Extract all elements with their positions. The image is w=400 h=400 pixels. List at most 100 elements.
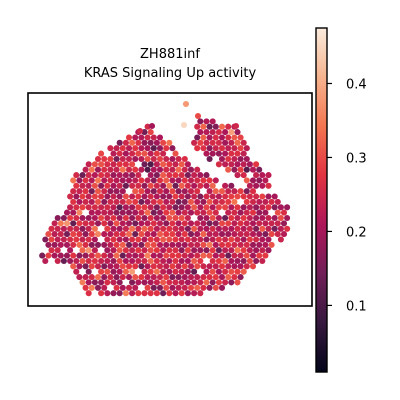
spot bbox=[119, 274, 126, 281]
spot bbox=[237, 241, 244, 248]
spot bbox=[160, 225, 167, 232]
spot bbox=[203, 279, 210, 286]
spot bbox=[178, 204, 185, 211]
spot bbox=[88, 198, 95, 205]
spot bbox=[218, 284, 226, 291]
spot bbox=[184, 204, 191, 211]
spot bbox=[212, 284, 219, 291]
spot bbox=[181, 284, 188, 291]
spot bbox=[125, 177, 133, 184]
spot bbox=[125, 284, 133, 291]
spot bbox=[262, 177, 269, 184]
spot bbox=[166, 225, 173, 232]
spot bbox=[94, 166, 102, 173]
spot bbox=[132, 145, 139, 152]
spot bbox=[206, 177, 213, 184]
spot bbox=[191, 182, 198, 189]
spot bbox=[212, 177, 219, 184]
spot bbox=[274, 220, 281, 227]
spot bbox=[79, 204, 86, 211]
colorbar-tick-label: 0.4 bbox=[346, 77, 367, 92]
spot bbox=[166, 290, 173, 297]
spot bbox=[218, 220, 226, 227]
spot bbox=[79, 225, 86, 232]
spot bbox=[222, 257, 229, 265]
spot bbox=[256, 209, 263, 216]
spot bbox=[70, 188, 77, 195]
spot bbox=[54, 236, 61, 243]
spot bbox=[138, 145, 145, 152]
spot bbox=[129, 279, 136, 286]
spot bbox=[181, 188, 188, 195]
spot bbox=[253, 182, 260, 189]
spot bbox=[234, 161, 241, 168]
spot bbox=[82, 263, 89, 270]
spot bbox=[175, 177, 182, 184]
spot bbox=[135, 290, 142, 297]
spot bbox=[209, 279, 216, 286]
spot bbox=[122, 247, 129, 254]
spot bbox=[160, 268, 167, 275]
spot bbox=[116, 279, 123, 286]
spot bbox=[150, 284, 157, 291]
spot bbox=[256, 241, 263, 248]
spot bbox=[156, 220, 164, 227]
spot bbox=[172, 193, 179, 200]
spot bbox=[73, 257, 80, 265]
spot bbox=[119, 252, 126, 259]
spot bbox=[222, 129, 229, 136]
spot bbox=[243, 145, 250, 152]
spot bbox=[147, 214, 154, 222]
spot bbox=[113, 241, 120, 248]
spot bbox=[203, 268, 210, 275]
spot bbox=[212, 188, 219, 195]
spot bbox=[110, 247, 117, 254]
spot bbox=[132, 220, 139, 227]
spot bbox=[209, 214, 216, 222]
spot bbox=[85, 172, 92, 179]
spot bbox=[113, 166, 120, 173]
spot bbox=[194, 177, 201, 184]
spot bbox=[172, 182, 179, 189]
spot bbox=[237, 145, 244, 152]
spot bbox=[144, 188, 151, 195]
spot bbox=[225, 134, 232, 141]
spot bbox=[101, 209, 108, 216]
spot bbox=[234, 268, 241, 275]
spot bbox=[240, 236, 247, 243]
spot bbox=[160, 193, 167, 200]
spot bbox=[135, 182, 142, 189]
spot bbox=[265, 182, 272, 189]
spot bbox=[187, 198, 195, 205]
spot bbox=[160, 279, 167, 286]
spot bbox=[125, 209, 133, 216]
spot bbox=[268, 241, 275, 248]
spot bbox=[209, 118, 216, 125]
spot bbox=[107, 220, 114, 227]
spot bbox=[194, 241, 201, 248]
spot bbox=[94, 177, 102, 184]
spot bbox=[246, 193, 253, 200]
spot bbox=[206, 274, 213, 281]
spot bbox=[156, 188, 164, 195]
spot bbox=[119, 263, 126, 270]
spot bbox=[228, 193, 235, 200]
spot bbox=[243, 263, 250, 270]
spot bbox=[138, 209, 145, 216]
spot bbox=[243, 231, 250, 238]
spot bbox=[39, 252, 46, 259]
spot bbox=[178, 193, 185, 200]
spot bbox=[122, 193, 129, 200]
spot bbox=[136, 127, 144, 135]
spot bbox=[184, 182, 191, 189]
spot bbox=[182, 100, 190, 108]
spot bbox=[259, 225, 266, 232]
spot bbox=[197, 172, 204, 179]
spot bbox=[135, 172, 142, 179]
spot bbox=[51, 241, 58, 248]
spot bbox=[101, 220, 108, 227]
spot bbox=[141, 139, 148, 146]
spot bbox=[54, 225, 61, 232]
spot bbox=[110, 172, 117, 179]
spot bbox=[116, 172, 123, 179]
